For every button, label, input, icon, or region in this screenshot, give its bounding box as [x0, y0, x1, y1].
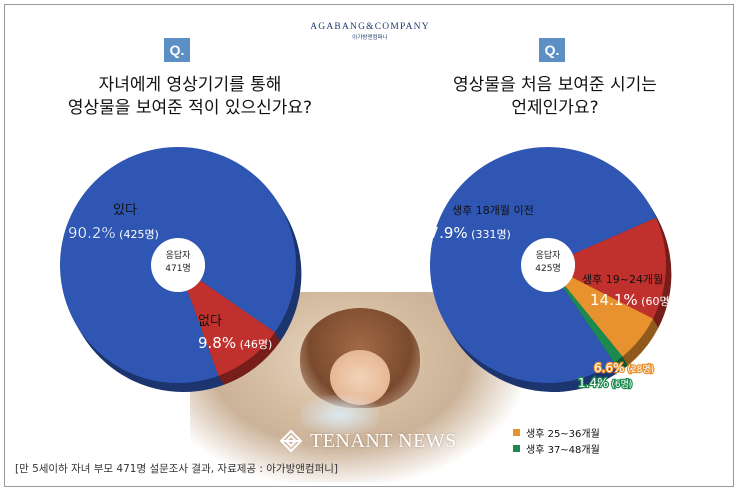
question-title-right: 영상물을 처음 보여준 시기는 언제인가요? [410, 74, 700, 120]
question-badge-left: Q. [164, 38, 190, 62]
question-title-left-line1: 자녀에게 영상기기를 통해 [98, 75, 282, 95]
center-label-left-1: 응답자 [166, 249, 192, 261]
pie-slice [563, 285, 623, 363]
donut-hole [151, 238, 205, 292]
label-yes-name: 있다 [113, 203, 137, 218]
brand-name: AGABANG&COMPANY [310, 22, 430, 32]
pie-chart-first-age [430, 147, 672, 392]
label-c-value: 6.6% (28명) [594, 361, 654, 375]
tablet-glow [300, 395, 380, 435]
label-d-count: (6명) [609, 379, 633, 390]
pie-slice [565, 277, 654, 357]
center-label-right-2: 425명 [535, 263, 560, 274]
footnote: [만 5세이하 자녀 부모 471명 설문조사 결과, 자료제공 : 아가방앤컴… [15, 463, 338, 475]
label-no-count: (46명) [236, 338, 272, 351]
pie-slice [187, 280, 276, 376]
label-c-pct: 6.6% [594, 361, 625, 375]
watermark-text: TENANT NEWS [310, 429, 457, 452]
label-d-pct: 1.4% [578, 376, 609, 390]
label-yes-value: 90.2% (425명) [68, 224, 159, 242]
legend-item: 생후 37~48개월 [513, 440, 600, 456]
label-c-count: (28명) [625, 364, 655, 375]
watermark-logo-icon [279, 429, 303, 453]
pie-chart-exposure [60, 147, 302, 392]
center-label-left-2: 471명 [165, 263, 190, 274]
question-title-left-line2: 영상물을 보여준 적이 있으신가요? [67, 98, 313, 118]
frame-border [4, 4, 734, 487]
label-a-pct: 77.9% [420, 224, 468, 242]
watermark: TENANT NEWS [278, 428, 457, 454]
label-b-pct: 14.1% [590, 291, 638, 309]
label-yes-count: (425명) [116, 228, 159, 241]
label-d-value: 1.4% (6명) [578, 376, 632, 390]
label-a-count: (331명) [468, 228, 511, 241]
pie-slice [430, 147, 657, 383]
question-title-right-line2: 언제인가요? [511, 98, 599, 118]
legend-swatch-green [513, 444, 520, 452]
legend-swatch-orange [513, 428, 520, 436]
brand-logo: AGABANG&COMPANY 아가방앤컴퍼니 [300, 22, 440, 41]
label-no-value: 9.8% (46명) [198, 334, 272, 352]
label-a-name: 생후 18개월 이전 [452, 204, 534, 217]
legend-item: 생후 25~36개월 [513, 424, 600, 440]
label-b-value: 14.1% (60명) [590, 291, 674, 309]
label-b-name: 생후 19~24개월 [582, 273, 663, 286]
label-yes-pct: 90.2% [68, 224, 116, 242]
question-badge-right: Q. [539, 38, 565, 62]
pie-slice [60, 147, 296, 383]
label-no-pct: 9.8% [198, 334, 236, 352]
label-no-name: 없다 [198, 314, 222, 329]
donut-hole [521, 238, 575, 292]
question-title-right-line1: 영상물을 처음 보여준 시기는 [453, 75, 657, 95]
legend-label: 생후 37~48개월 [526, 444, 600, 456]
label-a-value: 77.9% (331명) [420, 224, 511, 242]
label-b-count: (60명) [638, 295, 674, 308]
legend: 생후 25~36개월 생후 37~48개월 [513, 424, 600, 456]
pie-slice [572, 217, 666, 319]
center-label-right-1: 응답자 [536, 249, 562, 261]
brand-subtitle: 아가방앤컴퍼니 [352, 35, 388, 41]
question-title-left: 자녀에게 영상기기를 통해 영상물을 보여준 적이 있으신가요? [40, 74, 340, 120]
legend-label: 생후 25~36개월 [526, 428, 600, 440]
